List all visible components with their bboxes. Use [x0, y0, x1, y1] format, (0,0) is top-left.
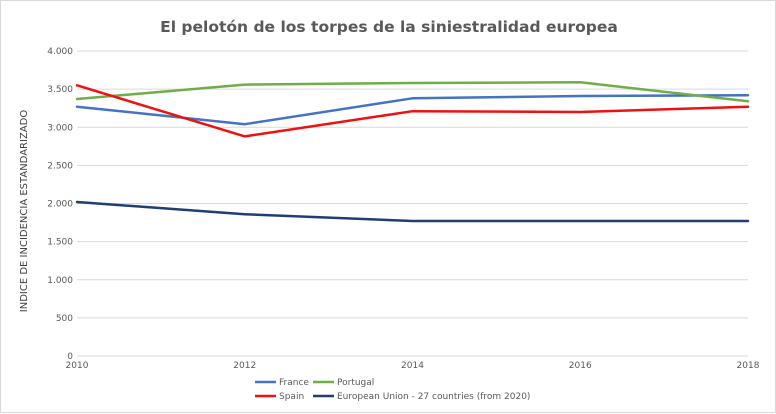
x-tick-label: 2010: [66, 361, 89, 371]
legend-label: Spain: [279, 392, 304, 402]
series-line-2: [75, 84, 750, 138]
y-tick-label: 2.000: [47, 200, 73, 210]
x-tick-label: 2016: [569, 361, 592, 371]
y-tick-label: 500: [56, 314, 73, 324]
grid-lines: [77, 50, 748, 357]
y-tick-label: 0: [67, 352, 73, 362]
series-line-1: [75, 81, 750, 103]
y-axis-label: INDICE DE INCIDENCIA ESTANDARIZADO: [19, 110, 30, 313]
legend: France Portugal Spain European Union - 27 c…: [255, 378, 530, 402]
y-tick-label: 3.000: [47, 123, 73, 133]
legend-label: Portugal: [337, 378, 374, 388]
series-lines: [75, 81, 750, 223]
y-tick-label: 4.000: [47, 47, 73, 57]
x-axis-ticks: 2010 2012 2014 2016 2018: [66, 361, 760, 371]
x-tick-label: 2012: [233, 361, 256, 371]
y-tick-label: 3.500: [47, 85, 73, 95]
y-tick-label: 1.500: [47, 238, 73, 248]
y-tick-label: 1.000: [47, 276, 73, 286]
chart-title: El pelotón de los torpes de la siniestra…: [160, 18, 618, 36]
y-tick-label: 2.500: [47, 161, 73, 171]
x-tick-label: 2014: [401, 361, 424, 371]
legend-label: European Union - 27 countries (from 2020…: [337, 392, 530, 402]
legend-label: France: [279, 378, 309, 388]
series-line-3: [75, 200, 750, 223]
y-axis-ticks: 0 500 1.000 1.500 2.000 2.500 3.000 3.500 4.000: [47, 47, 73, 362]
x-tick-label: 2018: [737, 361, 760, 371]
